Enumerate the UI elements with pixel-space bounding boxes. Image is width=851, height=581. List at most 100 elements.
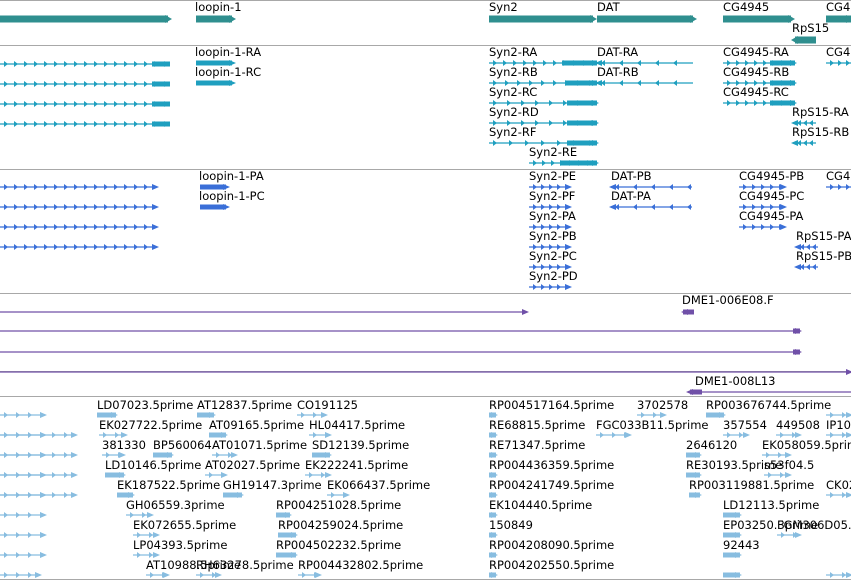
feature-label[interactable]: RP004251028.5prime [276, 498, 402, 512]
feature-glyph[interactable] [736, 203, 788, 211]
feature-glyph[interactable] [759, 451, 793, 459]
feature-label[interactable]: EK104440.5prime [489, 498, 593, 512]
feature-label[interactable]: GH06559.3prime [126, 498, 225, 512]
feature-label[interactable]: FGM306D05.3prime [777, 518, 851, 532]
feature-glyph[interactable] [634, 411, 668, 419]
feature-glyph[interactable] [594, 14, 698, 24]
feature-glyph[interactable] [773, 431, 803, 439]
feature-label[interactable]: 357554 [723, 418, 767, 432]
feature-label[interactable]: Syn2-RB [489, 65, 538, 79]
feature-glyph[interactable] [273, 511, 293, 519]
feature-label[interactable]: RH63278.5prime [196, 558, 294, 572]
feature-glyph[interactable] [720, 59, 798, 67]
feature-label[interactable]: 92443 [723, 538, 760, 552]
feature-glyph[interactable] [0, 551, 48, 559]
feature-label[interactable]: Syn2-PD [529, 269, 578, 283]
feature-label[interactable]: RP003119881.5prime [689, 478, 815, 492]
feature-label[interactable]: RP004517164.5prime [489, 398, 615, 412]
feature-glyph[interactable] [593, 431, 633, 439]
feature-label[interactable]: DAT-RB [597, 65, 639, 79]
feature-glyph[interactable] [273, 551, 299, 559]
feature-glyph[interactable] [486, 79, 600, 87]
feature-glyph[interactable] [486, 139, 600, 147]
feature-glyph[interactable] [295, 571, 323, 579]
feature-glyph[interactable] [680, 308, 697, 316]
feature-label[interactable]: EK222241.5prime [305, 458, 409, 472]
feature-glyph[interactable] [790, 139, 819, 147]
feature-label[interactable]: loopin-1-RA [195, 45, 262, 59]
feature-label[interactable]: CO191125 [297, 398, 358, 412]
feature-glyph[interactable] [526, 183, 573, 191]
feature-label[interactable]: FGC033B11.5prime [596, 418, 709, 432]
feature-glyph[interactable] [526, 223, 573, 231]
feature-glyph[interactable] [608, 183, 695, 191]
feature-glyph[interactable] [720, 551, 743, 559]
feature-label[interactable]: CG4 [826, 0, 851, 14]
feature-glyph[interactable] [0, 491, 79, 499]
feature-glyph[interactable] [526, 283, 573, 291]
feature-glyph[interactable] [0, 531, 48, 539]
feature-label[interactable]: IP10 [826, 418, 851, 432]
feature-label[interactable]: Syn2-PF [529, 189, 576, 203]
feature-label[interactable]: CG4945-PC [739, 189, 805, 203]
feature-glyph[interactable] [94, 411, 119, 419]
feature-label[interactable]: HL04417.5prime [309, 418, 406, 432]
feature-label[interactable]: RpS15-RA [792, 105, 849, 119]
feature-label[interactable]: RE30193.5prime [686, 458, 783, 472]
feature-glyph[interactable] [275, 531, 299, 539]
feature-label[interactable]: RP003676744.5prime [706, 398, 832, 412]
feature-glyph[interactable] [486, 411, 499, 419]
feature-label[interactable]: loopin-1-PC [199, 189, 265, 203]
feature-glyph[interactable] [790, 35, 819, 45]
feature-glyph[interactable] [486, 99, 600, 107]
feature-glyph[interactable] [0, 308, 530, 316]
feature-glyph[interactable] [0, 327, 803, 335]
feature-glyph[interactable] [720, 531, 743, 539]
feature-label[interactable]: EP03250.3prime [723, 518, 819, 532]
feature-glyph[interactable] [486, 511, 499, 519]
feature-glyph[interactable] [720, 571, 743, 579]
feature-glyph[interactable] [720, 14, 796, 24]
feature-label[interactable]: 150849 [489, 518, 533, 532]
feature-glyph[interactable] [486, 119, 600, 127]
feature-glyph[interactable] [608, 203, 695, 211]
feature-label[interactable]: LD07023.5prime [97, 398, 194, 412]
feature-glyph[interactable] [306, 431, 333, 439]
feature-label[interactable]: Syn2 [489, 0, 518, 14]
feature-label[interactable]: Syn2-RF [489, 125, 537, 139]
feature-glyph[interactable] [486, 471, 499, 479]
feature-glyph[interactable] [130, 531, 161, 539]
feature-glyph[interactable] [150, 451, 175, 459]
feature-label[interactable]: AT09165.5prime [209, 418, 305, 432]
feature-glyph[interactable] [130, 551, 161, 559]
feature-label[interactable]: 449508 [776, 418, 820, 432]
feature-label[interactable]: CG4945-RA [723, 45, 789, 59]
feature-glyph[interactable] [102, 471, 127, 479]
feature-glyph[interactable] [683, 471, 703, 479]
feature-label[interactable]: Syn2-RD [489, 105, 539, 119]
feature-label[interactable]: Syn2-RA [489, 45, 538, 59]
feature-label[interactable]: AT01071.5prime [212, 438, 308, 452]
feature-label[interactable]: AT10988.5prime [146, 558, 242, 572]
feature-label[interactable]: BP560064 [153, 438, 212, 452]
feature-glyph[interactable] [793, 263, 821, 271]
feature-label[interactable]: 381330 [102, 438, 146, 452]
feature-glyph[interactable] [0, 431, 79, 439]
feature-glyph[interactable] [526, 203, 573, 211]
feature-glyph[interactable] [823, 59, 851, 67]
feature-glyph[interactable] [790, 119, 819, 127]
feature-label[interactable]: DAT-RA [597, 45, 639, 59]
feature-glyph[interactable] [823, 571, 851, 579]
feature-glyph[interactable] [96, 431, 129, 439]
feature-glyph[interactable] [823, 14, 851, 24]
feature-glyph[interactable] [486, 14, 598, 24]
feature-glyph[interactable] [193, 571, 223, 579]
feature-glyph[interactable] [685, 388, 851, 396]
feature-label[interactable]: RpS15 [792, 21, 830, 35]
feature-label[interactable]: CG4945-PB [739, 169, 805, 183]
feature-glyph[interactable] [0, 451, 79, 459]
feature-glyph[interactable] [294, 411, 329, 419]
feature-label[interactable]: DAT-PA [611, 189, 651, 203]
feature-label[interactable]: RpS15-RB [792, 125, 850, 139]
feature-label[interactable]: Syn2-PA [529, 209, 576, 223]
